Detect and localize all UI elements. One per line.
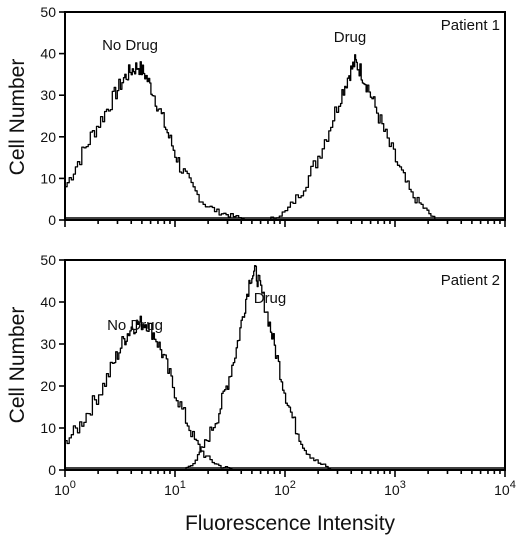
y-tick-label: 0 [48, 462, 56, 478]
y-tick-label: 10 [40, 420, 56, 436]
series-label: Drug [254, 290, 287, 307]
y-tick-label: 40 [40, 46, 56, 62]
y-tick-label: 30 [40, 87, 56, 103]
y-tick-label: 20 [40, 129, 56, 145]
y-tick-label: 20 [40, 378, 56, 394]
x-tick-label: 102 [274, 479, 296, 498]
panel-title: Patient 2 [441, 272, 500, 289]
panel-title: Patient 1 [441, 17, 500, 34]
y-tick-label: 0 [48, 212, 56, 228]
y-axis-label: Cell Number [6, 307, 29, 424]
y-tick-label: 40 [40, 294, 56, 310]
series-label: No Drug [107, 317, 163, 334]
histogram-trace-no-drug [65, 61, 248, 221]
series-label: No Drug [102, 37, 158, 54]
histogram-trace-drug [183, 264, 332, 471]
y-tick-label: 10 [40, 170, 56, 186]
y-tick-label: 50 [40, 252, 56, 268]
y-tick-label: 30 [40, 336, 56, 352]
x-axis-label: Fluorescence Intensity [185, 512, 396, 535]
histogram-trace-no-drug [65, 315, 233, 470]
y-tick-label: 50 [40, 4, 56, 20]
x-tick-label: 104 [494, 479, 516, 498]
x-tick-label: 100 [54, 479, 76, 498]
x-tick-label: 101 [164, 479, 186, 498]
series-label: Drug [334, 29, 367, 46]
x-tick-label: 103 [384, 479, 406, 498]
y-axis-label: Cell Number [6, 59, 29, 176]
histogram-trace-drug [268, 54, 436, 221]
